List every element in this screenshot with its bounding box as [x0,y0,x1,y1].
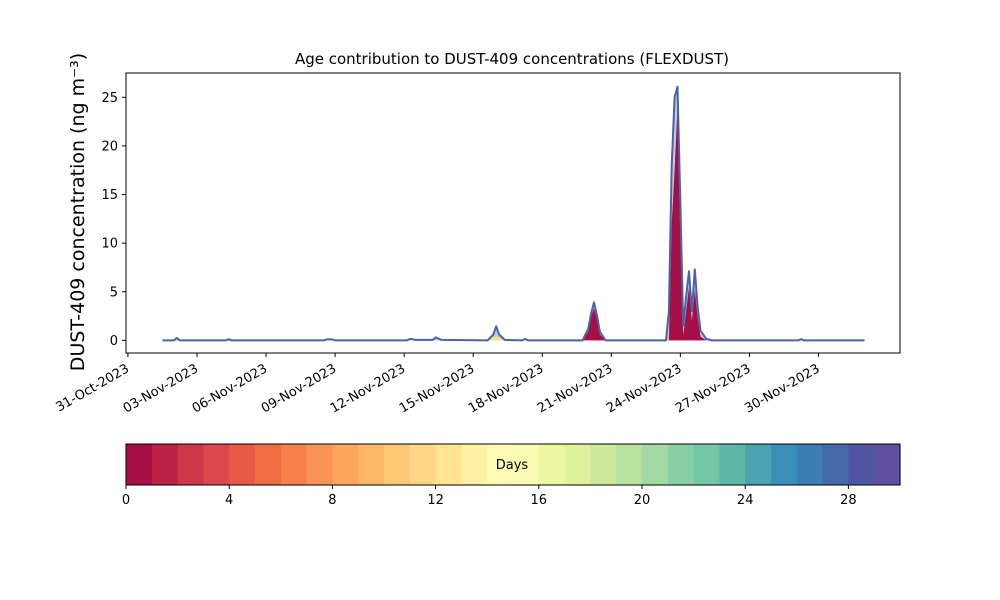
colorbar-tick-label: 24 [737,493,754,508]
colorbar-cell [538,444,566,485]
colorbar-cell [384,444,411,485]
colorbar-cell [177,444,204,485]
colorbar-cell [126,444,153,485]
x-tick-label: 31-Oct-2023 [54,361,132,415]
y-tick-label: 5 [110,285,118,300]
colorbar-frame [125,443,901,486]
y-tick-label: 0 [110,334,118,349]
series-total-line [162,85,865,342]
y-tick-label: 15 [101,188,118,203]
colorbar-cell [667,444,695,485]
colorbar-cell [848,444,875,485]
colorbar-cell [255,444,282,485]
colorbar-cell [874,444,901,485]
colorbar-cell [590,444,617,485]
y-tick-label: 25 [101,91,118,106]
colorbar-cell [693,444,720,485]
series-area-1 [582,107,707,341]
colorbar-cell [435,444,462,485]
colorbar-cell [332,444,359,485]
colorbar-tick-label: 12 [427,493,444,508]
colorbar-cell [461,444,488,485]
colorbar-tick-label: 28 [840,493,857,508]
colorbar-cell [306,444,333,485]
series-layer [162,85,865,342]
colorbar-cell [280,444,308,485]
colorbar-cell [822,444,849,485]
y-tick-label: 20 [101,139,118,154]
colorbar-tick-label: 20 [634,493,651,508]
colorbar-cell [229,444,256,485]
y-ticks: 0 5 10 15 20 25 [101,91,126,349]
x-ticks: 31-Oct-202303-Nov-202306-Nov-202309-Nov-… [54,353,823,416]
x-tick-label: 18-Nov-2023 [466,361,546,416]
colorbar-cell [487,444,514,485]
x-tick-label: 27-Nov-2023 [673,361,753,416]
colorbar-cell [745,444,772,485]
colorbar-tick-label: 16 [531,493,548,508]
colorbar-ticks: 0 4 8 12 16 20 24 28 [122,485,857,508]
colorbar-cell [358,444,385,485]
colorbar: Days 0 4 8 12 16 20 24 28 [122,443,901,508]
colorbar-cell [642,444,669,485]
x-tick-label: 06-Nov-2023 [190,361,270,416]
x-tick-label: 30-Nov-2023 [742,361,822,416]
colorbar-cell [796,444,824,485]
colorbar-cell [771,444,798,485]
plot-frame [125,72,901,354]
x-tick-label: 03-Nov-2023 [121,361,201,416]
colorbar-cell [409,444,437,485]
colorbar-tick-label: 8 [328,493,336,508]
chart-title: Age contribution to DUST-409 concentrati… [295,50,729,68]
colorbar-cell [151,444,179,485]
colorbar-label: Days [496,458,529,473]
y-tick-label: 10 [101,237,118,252]
plot-area: 0 5 10 15 20 25 31-Oct-202303-Nov-202306-Nov-… [54,72,901,416]
colorbar-tick-label: 4 [225,493,233,508]
colorbar-cells [126,444,901,485]
series-area-2 [487,336,505,341]
series-total-area [162,86,865,341]
colorbar-tick-label: 0 [122,493,130,508]
x-tick-label: 09-Nov-2023 [259,361,339,416]
x-tick-label: 15-Nov-2023 [397,361,477,416]
colorbar-cell [564,444,591,485]
y-axis-label: DUST-409 concentration (ng m⁻³) [67,53,89,371]
colorbar-cell [616,444,643,485]
x-tick-label: 21-Nov-2023 [535,361,615,416]
colorbar-cell [203,444,230,485]
colorbar-cell [719,444,746,485]
colorbar-cell [513,444,540,485]
x-tick-label: 12-Nov-2023 [328,361,408,416]
x-tick-label: 24-Nov-2023 [604,361,684,416]
